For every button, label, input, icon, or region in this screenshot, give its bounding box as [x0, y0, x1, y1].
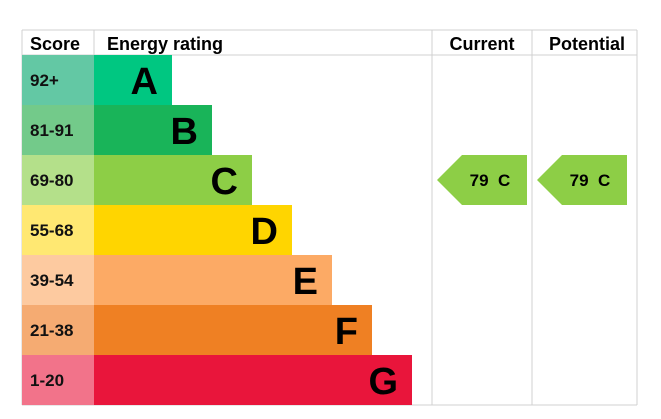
band-letter: D: [251, 211, 278, 253]
score-label: 21-38: [30, 321, 73, 340]
band-letter: A: [131, 61, 158, 103]
band-bar-f: [94, 305, 372, 355]
score-cell-a: [22, 55, 94, 105]
score-label: 39-54: [30, 271, 74, 290]
current-rating-label: 79 C: [470, 171, 511, 190]
potential-rating-arrow: [537, 155, 627, 205]
score-cell-c: [22, 155, 94, 205]
score-cell-d: [22, 205, 94, 255]
header-energy-rating: Energy rating: [107, 34, 223, 54]
band-letter: G: [368, 361, 398, 403]
potential-rating-label: 79 C: [570, 171, 611, 190]
score-cell-g: [22, 355, 94, 405]
band-bar-d: [94, 205, 292, 255]
band-bar-a: [94, 55, 172, 105]
band-bar-b: [94, 105, 212, 155]
header-potential: Potential: [549, 34, 625, 54]
score-label: 81-91: [30, 121, 73, 140]
band-letter: F: [335, 311, 358, 353]
band-letter: C: [211, 161, 238, 203]
band-bar-e: [94, 255, 332, 305]
score-label: 55-68: [30, 221, 73, 240]
header-score: Score: [30, 34, 80, 54]
band-letter: E: [293, 261, 318, 303]
score-cell-b: [22, 105, 94, 155]
score-label: 92+: [30, 71, 59, 90]
band-letter: B: [171, 111, 198, 153]
score-label: 1-20: [30, 371, 64, 390]
score-label: 69-80: [30, 171, 73, 190]
score-cell-e: [22, 255, 94, 305]
band-bar-g: [94, 355, 412, 405]
score-cell-f: [22, 305, 94, 355]
current-rating-arrow: [437, 155, 527, 205]
band-bar-c: [94, 155, 252, 205]
header-current: Current: [449, 34, 514, 54]
